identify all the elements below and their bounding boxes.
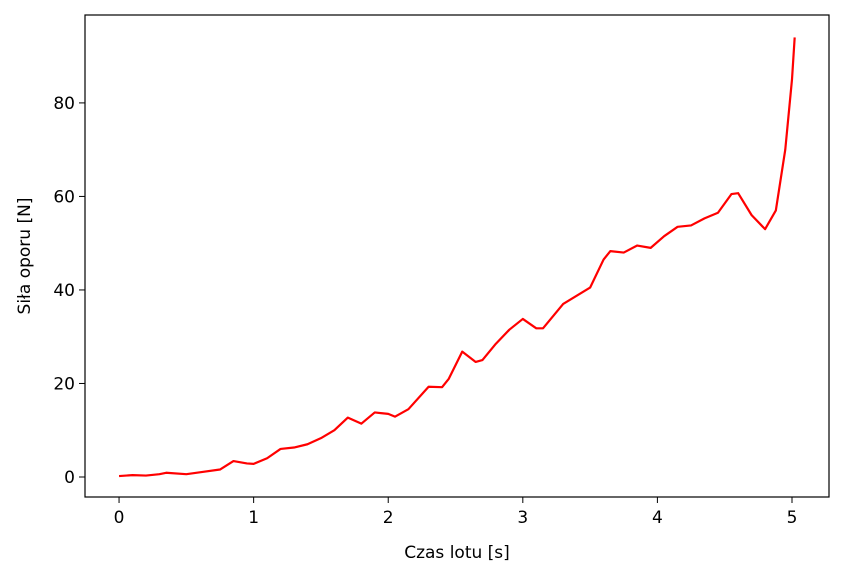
y-tick-label: 80 — [53, 94, 75, 114]
y-axis-label: Siła oporu [N] — [15, 198, 35, 315]
y-tick-label: 40 — [53, 281, 75, 301]
x-tick-label: 0 — [114, 508, 125, 528]
y-tick-label: 60 — [53, 187, 75, 207]
x-tick-label: 5 — [787, 508, 798, 528]
x-tick-label: 1 — [248, 508, 259, 528]
x-axis-label: Czas lotu [s] — [404, 543, 510, 563]
plot-frame — [84, 14, 830, 498]
y-tick-label: 20 — [53, 374, 75, 394]
x-tick-label: 4 — [652, 508, 663, 528]
x-tick-label: 3 — [517, 508, 528, 528]
data-line — [118, 37, 796, 478]
y-tick-label: 0 — [64, 468, 75, 488]
x-tick-label: 2 — [383, 508, 394, 528]
